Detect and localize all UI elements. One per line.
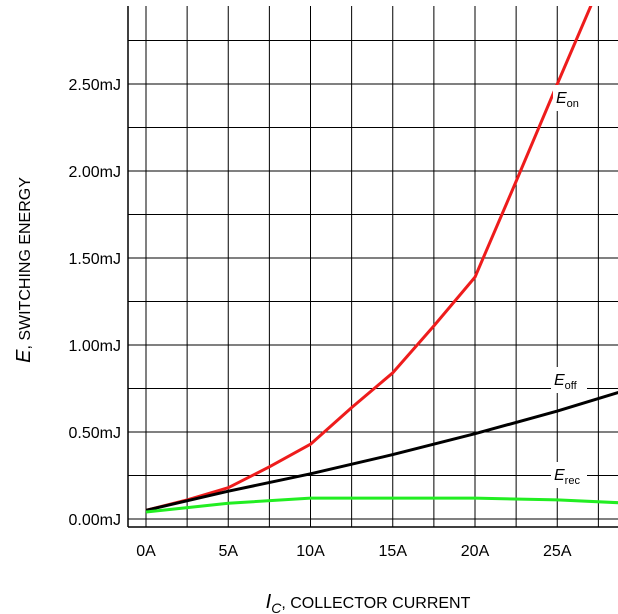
y-axis-label: E, SWITCHING ENERGY [13, 177, 35, 363]
x-axis-label: IC, COLLECTOR CURRENT [266, 591, 471, 614]
grid-lines [127, 6, 618, 528]
series-label-main: E [556, 90, 567, 107]
y-tick-label: 2.50mJ [69, 77, 121, 94]
y-axis-symbol: E [13, 349, 35, 363]
series-lines [145, 6, 618, 514]
tick-labels: 0A 5A 10A 15A 20A 25A 0.00mJ 0.50mJ 1.00mJ 1.50mJ… [69, 77, 572, 560]
x-tick-label: 5A [218, 543, 238, 560]
series-line-on [145, 6, 593, 512]
x-axis-text: , COLLECTOR CURRENT [281, 595, 470, 612]
x-tick-label: 15A [379, 543, 408, 560]
series-line-off [145, 390, 618, 512]
series-label-off: Eoff [554, 372, 578, 392]
x-axis-subscript: C [271, 600, 282, 614]
y-tick-label: 2.00mJ [69, 164, 121, 181]
y-tick-label: 0.00mJ [69, 512, 121, 529]
y-tick-label: 1.00mJ [69, 338, 121, 355]
x-axis-symbol: I [266, 591, 272, 613]
series-label-main: E [554, 467, 565, 484]
series-label-sub: off [565, 380, 578, 392]
x-tick-label: 10A [296, 543, 325, 560]
series-label-bg [551, 367, 587, 393]
series-label-sub: on [567, 98, 579, 110]
x-tick-label: 0A [136, 543, 156, 560]
series-label-rec: Erec [554, 467, 580, 487]
y-tick-label: 0.50mJ [69, 425, 121, 442]
x-tick-label: 20A [461, 543, 490, 560]
series-label-bg [553, 85, 589, 111]
y-axis-text: , SWITCHING ENERGY [17, 177, 34, 350]
series-label-main: E [554, 372, 565, 389]
series-label-on: Eon [556, 90, 579, 110]
series-label-bg [551, 462, 587, 488]
series-line-rec [145, 496, 618, 514]
x-tick-label: 25A [543, 543, 572, 560]
series-label-sub: rec [565, 475, 581, 487]
y-tick-label: 1.50mJ [69, 251, 121, 268]
